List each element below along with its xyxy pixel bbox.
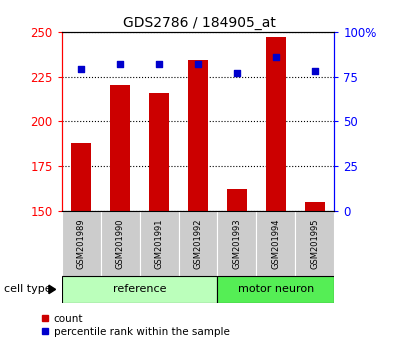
Text: GSM201995: GSM201995 <box>310 218 319 269</box>
Bar <box>217 276 334 303</box>
Bar <box>295 211 334 276</box>
Point <box>234 70 240 76</box>
Point <box>312 68 318 74</box>
Bar <box>256 211 295 276</box>
Bar <box>62 276 217 303</box>
Bar <box>227 189 247 211</box>
Bar <box>179 211 217 276</box>
Point <box>117 61 123 67</box>
Text: GSM201989: GSM201989 <box>77 218 86 269</box>
Text: motor neuron: motor neuron <box>238 284 314 295</box>
Text: GDS2786 / 184905_at: GDS2786 / 184905_at <box>123 16 275 30</box>
Text: GSM201992: GSM201992 <box>193 218 203 269</box>
Bar <box>305 202 325 211</box>
Bar <box>149 93 169 211</box>
Bar <box>71 143 91 211</box>
Legend: count, percentile rank within the sample: count, percentile rank within the sample <box>37 310 234 341</box>
Bar <box>62 211 101 276</box>
Text: cell type: cell type <box>4 284 52 295</box>
Bar <box>266 37 286 211</box>
Bar <box>110 85 130 211</box>
Text: GSM201994: GSM201994 <box>271 218 281 269</box>
Text: reference: reference <box>113 284 166 295</box>
Text: GSM201993: GSM201993 <box>232 218 242 269</box>
Text: GSM201991: GSM201991 <box>154 218 164 269</box>
Bar <box>188 61 208 211</box>
Bar <box>101 211 140 276</box>
Bar <box>217 211 256 276</box>
Point <box>273 54 279 60</box>
Point <box>156 61 162 67</box>
Text: GSM201990: GSM201990 <box>115 218 125 269</box>
Point <box>78 67 84 72</box>
Point <box>195 61 201 67</box>
Bar <box>140 211 179 276</box>
